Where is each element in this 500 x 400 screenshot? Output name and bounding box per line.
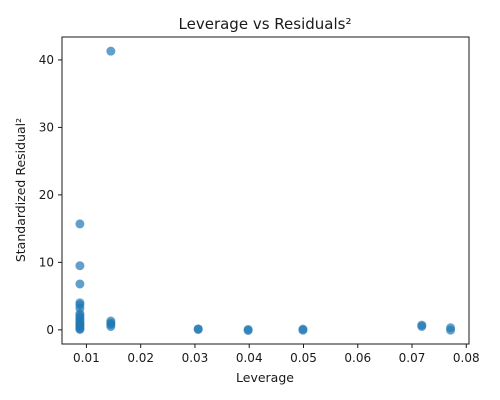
x-axis-label: Leverage bbox=[236, 370, 294, 385]
y-tick-label: 30 bbox=[39, 120, 54, 134]
x-tick-label: 0.07 bbox=[399, 351, 426, 365]
data-points bbox=[75, 46, 456, 336]
y-tick-label: 20 bbox=[39, 188, 54, 202]
y-axis: 0 10 20 30 40 bbox=[39, 53, 62, 337]
data-point bbox=[417, 321, 427, 331]
data-point bbox=[193, 324, 203, 334]
x-tick-label: 0.03 bbox=[182, 351, 209, 365]
data-point bbox=[106, 46, 116, 56]
data-point bbox=[106, 321, 116, 331]
x-tick-label: 0.08 bbox=[453, 351, 480, 365]
data-point bbox=[298, 325, 308, 335]
x-tick-label: 0.01 bbox=[73, 351, 100, 365]
data-point bbox=[75, 219, 85, 229]
x-tick-label: 0.04 bbox=[236, 351, 263, 365]
y-tick-label: 10 bbox=[39, 255, 54, 269]
data-point bbox=[75, 261, 85, 271]
data-point bbox=[75, 279, 85, 289]
y-tick-label: 0 bbox=[46, 323, 54, 337]
y-axis-label: Standardized Residual² bbox=[13, 118, 28, 262]
x-tick-label: 0.06 bbox=[344, 351, 371, 365]
data-point bbox=[243, 326, 253, 336]
x-tick-label: 0.05 bbox=[290, 351, 317, 365]
plot-area: 0.01 0.02 0.03 0.04 0.05 0.06 0.07 0.08 0 10 20 30… bbox=[39, 36, 480, 365]
x-axis: 0.01 0.02 0.03 0.04 0.05 0.06 0.07 0.08 bbox=[73, 344, 480, 365]
data-point bbox=[75, 324, 85, 334]
x-tick-label: 0.02 bbox=[127, 351, 154, 365]
y-tick-label: 40 bbox=[39, 53, 54, 67]
chart-title: Leverage vs Residuals² bbox=[179, 15, 352, 33]
data-point bbox=[446, 325, 456, 335]
axes-frame bbox=[61, 36, 470, 345]
